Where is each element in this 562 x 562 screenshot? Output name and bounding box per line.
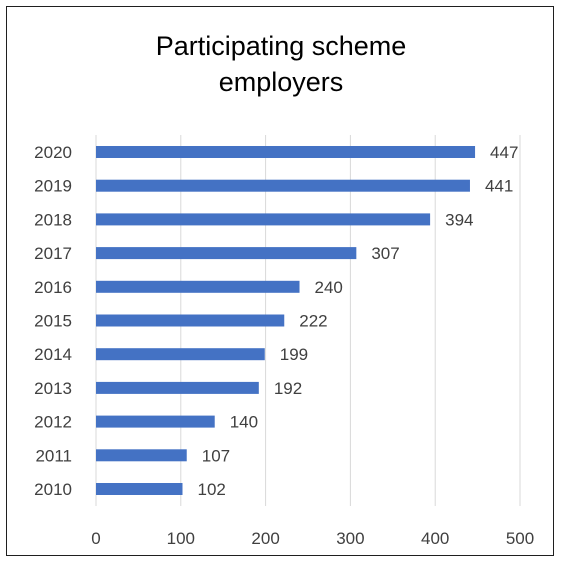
data-label-2013: 192 (274, 379, 302, 398)
bar-2013 (96, 381, 259, 394)
data-label-2019: 441 (485, 177, 513, 196)
y-tick-label-2010: 2010 (34, 480, 72, 499)
bar-2016 (96, 280, 300, 293)
y-tick-label-2015: 2015 (34, 312, 72, 331)
x-tick-label: 400 (421, 529, 449, 548)
bar-2012 (96, 415, 215, 428)
x-tick-label: 500 (506, 529, 534, 548)
bar-2010 (96, 483, 183, 495)
bar-2017 (96, 247, 357, 260)
bars (96, 146, 476, 495)
y-tick-label-2012: 2012 (34, 413, 72, 432)
x-tick-label: 0 (91, 529, 100, 548)
y-tick-label-2016: 2016 (34, 278, 72, 297)
bar-2020 (96, 146, 476, 158)
bar-2015 (96, 314, 285, 327)
y-tick-label-2020: 2020 (34, 143, 72, 162)
y-tick-label-2014: 2014 (34, 345, 72, 364)
data-label-2016: 240 (315, 278, 343, 297)
bar-2011 (96, 449, 187, 462)
y-tick-label-2013: 2013 (34, 379, 72, 398)
x-tick-label: 300 (336, 529, 364, 548)
bar-2018 (96, 213, 431, 226)
chart-title: Participating scheme employers (155, 31, 407, 97)
data-label-2014: 199 (280, 345, 308, 364)
data-label-2018: 394 (445, 210, 473, 229)
y-tick-label-2018: 2018 (34, 210, 72, 229)
data-label-2017: 307 (371, 244, 399, 263)
x-axis-tick-labels: 0 100 200 300 400 500 (91, 529, 534, 548)
data-label-2011: 107 (202, 446, 230, 465)
x-tick-label: 200 (251, 529, 279, 548)
y-tick-label-2019: 2019 (34, 177, 72, 196)
x-tick-label: 100 (167, 529, 195, 548)
data-label-2012: 140 (230, 413, 258, 432)
y-axis-tick-labels: 2010 2011 2012 2013 2014 2015 2016 2017 2018 2019… (34, 143, 72, 499)
bar-2019 (96, 179, 470, 192)
y-tick-label-2017: 2017 (34, 244, 72, 263)
data-label-2015: 222 (299, 312, 327, 331)
data-label-2020: 447 (490, 143, 518, 162)
data-label-2010: 102 (197, 480, 225, 499)
y-tick-label-2011: 2011 (35, 446, 72, 465)
bar-2014 (96, 348, 265, 361)
